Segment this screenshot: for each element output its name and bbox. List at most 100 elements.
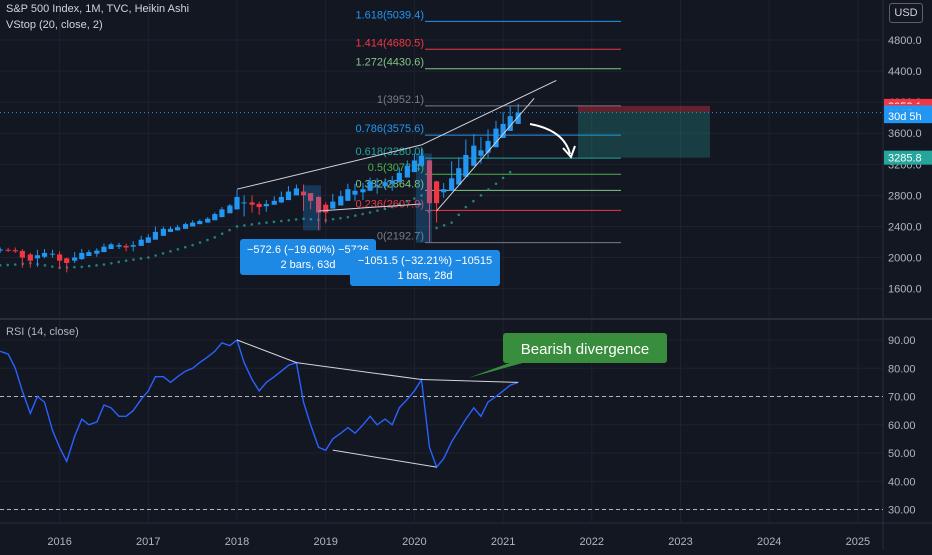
vstop-dot	[102, 263, 106, 266]
vstop-dot	[494, 182, 498, 186]
candle-body	[418, 155, 425, 166]
indicator-legend-vstop[interactable]: VStop (20, close, 2)	[6, 19, 103, 31]
measure-tooltip-line2: 1 bars, 28d	[397, 270, 452, 282]
fib-level-label: 1.272(4430.6)	[356, 57, 425, 69]
currency-button[interactable]: USD	[889, 3, 923, 23]
candle-body	[108, 244, 114, 250]
vstop-dot	[257, 222, 261, 225]
candle-body	[205, 218, 211, 223]
vstop-dot	[346, 215, 350, 219]
vstop-dot	[420, 194, 423, 197]
candle-body	[123, 245, 129, 248]
candle-body	[5, 249, 11, 251]
measure-tooltip: −1051.5 (−32.21%) −10515 1 bars, 28d	[350, 250, 500, 286]
vstop-dot	[95, 264, 98, 267]
fib-level-label: 1.618(5039.4)	[356, 9, 425, 21]
vstop-dot	[50, 265, 54, 268]
x-tick-label: 2025	[846, 536, 870, 548]
candle-body	[404, 165, 410, 178]
vstop-dot	[117, 260, 121, 264]
vstop-dot	[472, 199, 475, 203]
candle-body	[249, 202, 255, 205]
x-tick-label: 2019	[313, 536, 337, 548]
candle-body	[12, 250, 18, 252]
vstop-dot	[213, 236, 217, 239]
vstop-dot	[508, 170, 512, 174]
x-tick-label: 2022	[580, 536, 604, 548]
vstop-dot	[87, 264, 91, 268]
fib-level-label: 1.414(4680.5)	[356, 37, 425, 49]
candle-body	[323, 204, 329, 213]
candle-body	[64, 258, 70, 263]
candle-body	[101, 246, 107, 253]
x-tick-label: 2020	[402, 536, 426, 548]
candle-body	[433, 181, 440, 204]
vstop-dot	[228, 228, 231, 232]
candle-body	[271, 200, 277, 205]
vstop-dot	[169, 250, 172, 253]
candle-body	[300, 191, 307, 196]
vstop-dot	[376, 209, 379, 212]
candle-body	[308, 193, 314, 201]
vstop-dot	[287, 218, 291, 222]
y-tick-label: 2000.0	[888, 253, 922, 265]
vstop-dot	[272, 220, 276, 224]
candle-body	[27, 254, 33, 261]
price-axis-label: 30d 5h	[888, 111, 922, 123]
rsi-y-tick-label: 60.00	[888, 420, 916, 432]
symbol-title: S&P 500 Index, 1M, TVC, Heikin Ashi	[6, 3, 190, 15]
vstop-dot	[183, 245, 187, 249]
vstop-dot	[191, 243, 194, 247]
vstop-dot	[487, 188, 490, 191]
take-profit-zone	[578, 112, 710, 158]
candle-body	[241, 202, 247, 204]
vstop-dot	[302, 217, 305, 221]
vstop-dot	[132, 258, 135, 261]
candle-body	[49, 253, 56, 255]
vstop-dot	[383, 207, 387, 211]
vstop-dot	[0, 264, 2, 267]
vstop-dot	[176, 247, 180, 251]
divergence-trendline	[332, 449, 437, 468]
fib-level-label: 0.382(2864.8)	[356, 178, 425, 190]
candle-body	[263, 203, 269, 207]
vstop-dot	[235, 225, 239, 228]
candle-body	[79, 252, 85, 260]
candle-body	[219, 209, 225, 218]
vstop-dot	[43, 264, 47, 267]
vstop-dot	[110, 261, 113, 265]
projection-arrow	[529, 123, 571, 155]
candle-body	[197, 221, 203, 225]
fib-level-label: 1(3952.1)	[377, 94, 424, 106]
vstop-dot	[13, 263, 17, 266]
y-tick-label: 3600.0	[888, 128, 922, 140]
candle-body	[411, 160, 417, 173]
stop-loss-zone	[578, 105, 710, 113]
callout-bg	[503, 333, 667, 363]
rsi-line	[0, 338, 519, 469]
fib-level-label: 0.5(3072.4)	[368, 162, 424, 174]
divergence-trendline	[296, 362, 422, 381]
y-tick-label: 2400.0	[888, 221, 922, 233]
vstop-dot	[6, 263, 10, 267]
vstop-dot	[368, 211, 372, 214]
x-tick-label: 2016	[47, 536, 71, 548]
candle-body	[212, 214, 218, 221]
candle-body	[338, 196, 344, 206]
vstop-dot	[139, 257, 143, 260]
candle-body	[72, 257, 78, 261]
candle-body	[471, 145, 477, 166]
candle-body	[34, 255, 41, 259]
candle-body	[138, 239, 144, 246]
y-tick-label: 2800.0	[888, 190, 922, 202]
vstop-dot	[243, 224, 246, 227]
vstop-dot	[501, 176, 505, 180]
fib-level-label: 0.786(3575.6)	[356, 123, 425, 135]
fib-level-label: 0(2192.7)	[377, 231, 424, 243]
measure-tooltip-bg	[350, 250, 500, 286]
candle-body	[234, 196, 240, 210]
vstop-dot	[479, 194, 483, 197]
candle-body	[256, 203, 262, 208]
vstop-dot	[154, 254, 157, 257]
